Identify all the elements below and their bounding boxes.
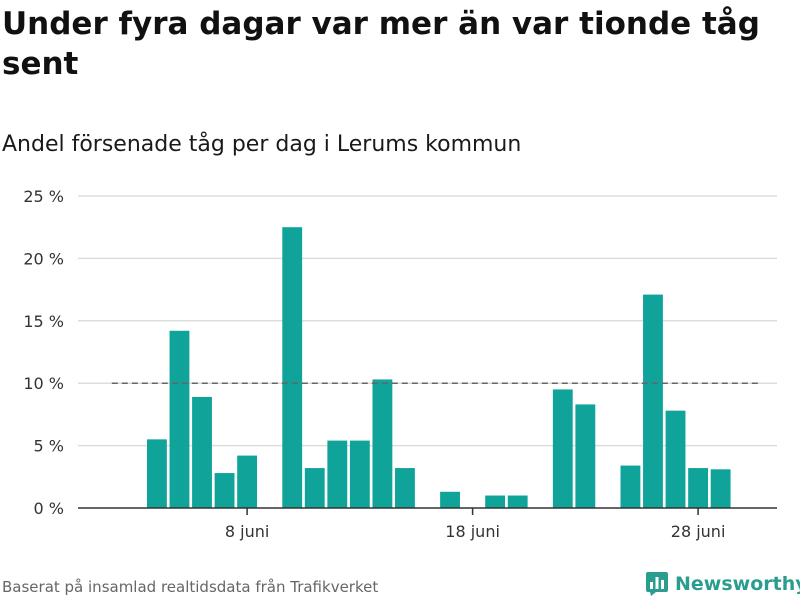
brand-name: Newsworthy <box>675 573 800 595</box>
bar <box>620 465 641 508</box>
chart-subtitle: Andel försenade tåg per dag i Lerums kom… <box>2 132 522 157</box>
bar <box>327 440 348 508</box>
bar <box>507 495 528 508</box>
x-axis-tick-labels: 8 juni 18 juni 28 juni <box>225 508 725 541</box>
x-tick-label: 28 juni <box>671 522 726 541</box>
bars <box>146 227 731 508</box>
y-tick-label: 0 % <box>34 499 64 518</box>
y-axis-tick-labels: 0 % 5 % 10 % 15 % 20 % 25 % <box>23 187 64 518</box>
bar <box>372 379 393 508</box>
bar <box>643 294 663 508</box>
bar <box>688 468 709 508</box>
x-tick-label: 18 juni <box>445 522 500 541</box>
bar <box>304 468 325 508</box>
bar <box>665 410 686 508</box>
bar <box>485 495 506 508</box>
bar <box>552 389 573 508</box>
bar <box>575 404 596 508</box>
bar <box>395 468 415 508</box>
y-tick-label: 15 % <box>23 312 64 331</box>
bar <box>440 491 460 508</box>
bar <box>192 396 212 508</box>
chart-title: Under fyra dagar var mer än var tionde t… <box>2 6 760 82</box>
bar <box>282 227 303 508</box>
bar <box>146 439 167 508</box>
y-tick-label: 25 % <box>23 187 64 206</box>
newsworthy-logo[interactable]: Newsworthy <box>645 571 800 597</box>
bar <box>214 473 235 508</box>
x-tick-label: 8 juni <box>225 522 269 541</box>
bar <box>710 469 731 508</box>
bar <box>349 440 370 508</box>
y-tick-label: 20 % <box>23 249 64 268</box>
y-tick-label: 10 % <box>23 374 64 393</box>
source-note: Baserat på insamlad realtidsdata från Tr… <box>2 578 379 596</box>
bar <box>237 455 258 508</box>
newsworthy-logo-icon <box>646 572 668 596</box>
bar <box>169 330 190 508</box>
y-tick-label: 5 % <box>34 437 64 456</box>
bar-chart: 0 % 5 % 10 % 15 % 20 % 25 % 8 juni 18 juni 28 j… <box>23 187 777 541</box>
